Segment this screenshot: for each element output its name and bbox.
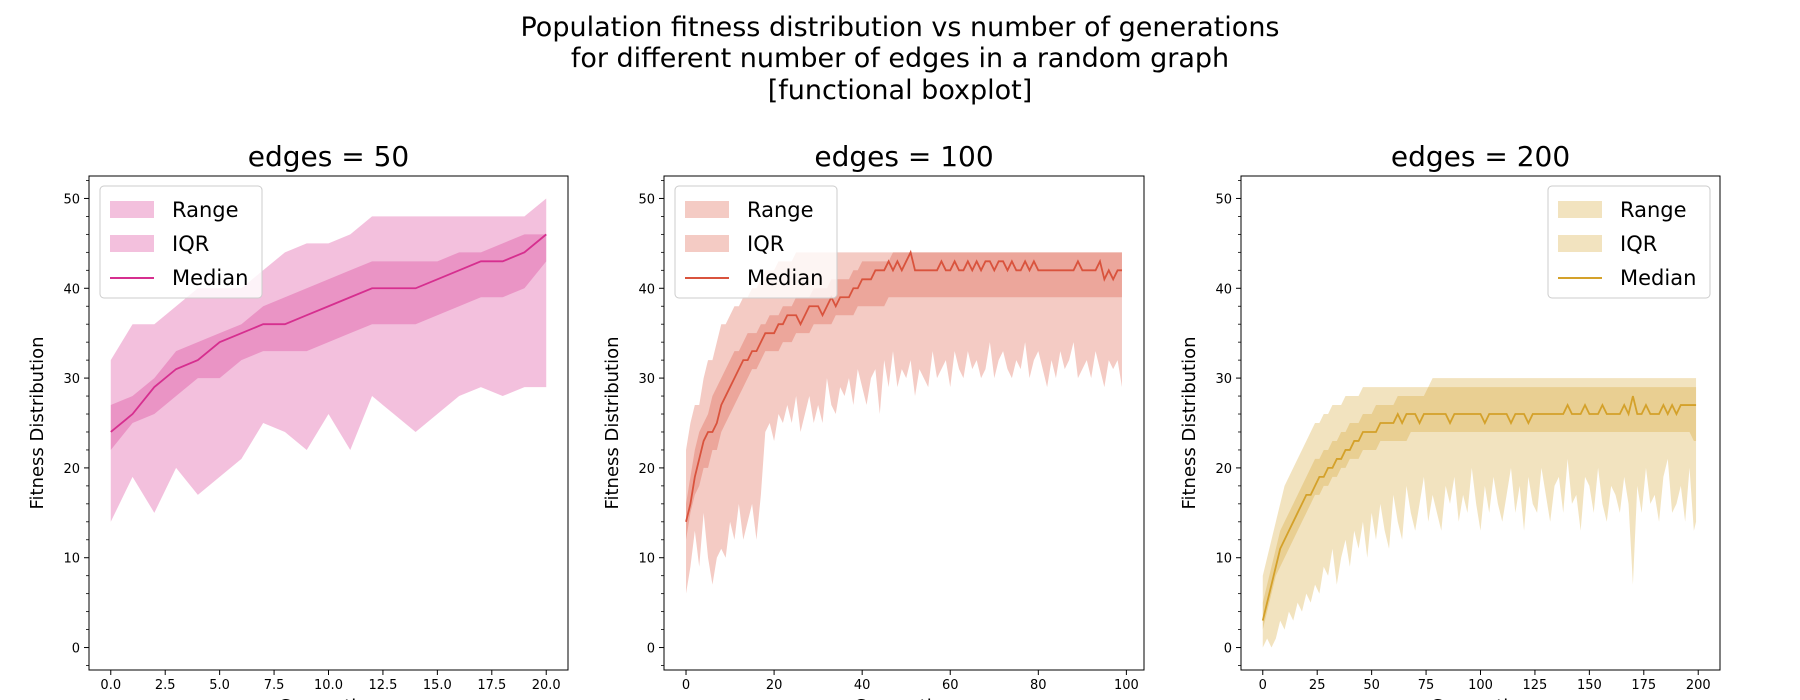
y-tick-label: 0 xyxy=(647,642,655,657)
legend-range-swatch xyxy=(1558,201,1602,218)
x-axis-label: Generation xyxy=(278,696,378,700)
legend-median-label: Median xyxy=(172,266,248,290)
legend-iqr-label: IQR xyxy=(747,232,784,256)
x-tick-label: 100 xyxy=(1114,678,1139,693)
x-axis-label: Generation xyxy=(1430,696,1530,700)
x-tick-label: 5.0 xyxy=(209,678,230,693)
legend-iqr-label: IQR xyxy=(172,232,209,256)
legend-iqr-swatch xyxy=(685,235,729,252)
x-tick-label: 0 xyxy=(682,678,690,693)
x-tick-label: 0 xyxy=(1259,678,1267,693)
legend-frame xyxy=(674,185,838,299)
y-axis-label: Fitness Distribution xyxy=(1179,336,1200,509)
legend-iqr-swatch xyxy=(1558,235,1602,252)
range-band xyxy=(686,252,1122,594)
legend-iqr-swatch xyxy=(110,235,154,252)
subplot-title: edges = 50 xyxy=(248,140,409,173)
y-tick-label: 20 xyxy=(638,462,655,477)
y-tick-label: 30 xyxy=(638,372,655,387)
legend: Range IQR Median xyxy=(1547,185,1711,299)
legend-range-label: Range xyxy=(1620,198,1687,222)
y-tick-label: 20 xyxy=(63,462,80,477)
legend-iqr-label: IQR xyxy=(1620,232,1657,256)
median-line xyxy=(110,233,547,433)
y-tick-label: 30 xyxy=(1215,372,1232,387)
legend-range-swatch xyxy=(685,201,729,218)
legend-median-label: Median xyxy=(747,266,823,290)
x-axis-label: Generation xyxy=(854,696,954,700)
y-axis-label: Fitness Distribution xyxy=(27,336,48,509)
y-tick-label: 40 xyxy=(638,282,655,297)
figure-title-line-3: [functional boxplot] xyxy=(768,75,1033,106)
figure-title-line-2: for different number of edges in a rando… xyxy=(571,43,1229,74)
y-tick-label: 0 xyxy=(72,642,80,657)
subplot-edges-100: 0 20 40 60 80 100 0 10 20 30 40 50 edges = 100 Genera… xyxy=(602,140,1145,700)
y-tick-label: 20 xyxy=(1215,462,1232,477)
y-tick-label: 10 xyxy=(638,552,655,567)
y-tick-label: 50 xyxy=(63,192,80,207)
iqr-band xyxy=(1262,387,1697,630)
median-line xyxy=(1261,395,1697,621)
y-tick-label: 10 xyxy=(63,552,80,567)
iqr-band xyxy=(110,234,547,450)
x-tick-label: 125 xyxy=(1523,678,1548,693)
x-tick-label: 175 xyxy=(1631,678,1656,693)
x-tick-label: 0.0 xyxy=(100,678,121,693)
x-tick-label: 12.5 xyxy=(368,678,397,693)
x-tick-label: 2.5 xyxy=(155,678,176,693)
subplot-edges-200: 0 25 50 75 100 125 150 175 200 0 10 20 30 40 50 edges =… xyxy=(1179,140,1721,700)
x-tick-label: 20.0 xyxy=(532,678,561,693)
x-tick-label: 10.0 xyxy=(314,678,343,693)
x-tick-label: 75 xyxy=(1418,678,1435,693)
x-tick-label: 80 xyxy=(1030,678,1047,693)
x-tick-label: 40 xyxy=(854,678,871,693)
x-tick-label: 15.0 xyxy=(423,678,452,693)
y-tick-label: 30 xyxy=(63,372,80,387)
legend-range-label: Range xyxy=(747,198,814,222)
subplot-title: edges = 200 xyxy=(1391,140,1570,173)
axes-frame xyxy=(663,175,1145,671)
subplot-edges-50: 0.0 2.5 5.0 7.5 10.0 12.5 15.0 17.5 20.0 0 10 20 30 4… xyxy=(27,140,569,700)
legend: Range IQR Median xyxy=(99,185,263,299)
range-band xyxy=(1262,378,1697,648)
legend-median-label: Median xyxy=(1620,266,1696,290)
figure-title-line-1: Population fitness distribution vs numbe… xyxy=(520,12,1279,43)
legend-range-swatch xyxy=(110,201,154,218)
x-tick-label: 60 xyxy=(942,678,959,693)
legend-frame xyxy=(1547,185,1711,299)
iqr-band xyxy=(686,252,1122,540)
y-axis-label: Fitness Distribution xyxy=(602,336,623,509)
x-tick-label: 17.5 xyxy=(477,678,506,693)
x-tick-label: 7.5 xyxy=(264,678,285,693)
median-line xyxy=(685,249,1122,523)
legend-range-label: Range xyxy=(172,198,239,222)
x-tick-label: 25 xyxy=(1309,678,1326,693)
y-tick-label: 50 xyxy=(1215,192,1232,207)
x-tick-label: 200 xyxy=(1686,678,1711,693)
x-tick-label: 20 xyxy=(766,678,783,693)
x-tick-label: 150 xyxy=(1577,678,1602,693)
y-tick-label: 10 xyxy=(1215,552,1232,567)
subplot-title: edges = 100 xyxy=(814,140,993,173)
y-tick-label: 50 xyxy=(638,192,655,207)
y-tick-label: 40 xyxy=(63,282,80,297)
y-tick-label: 0 xyxy=(1224,642,1232,657)
legend: Range IQR Median xyxy=(674,185,838,299)
legend-frame xyxy=(99,185,263,299)
x-tick-label: 50 xyxy=(1363,678,1380,693)
x-tick-label: 100 xyxy=(1468,678,1493,693)
y-tick-label: 40 xyxy=(1215,282,1232,297)
